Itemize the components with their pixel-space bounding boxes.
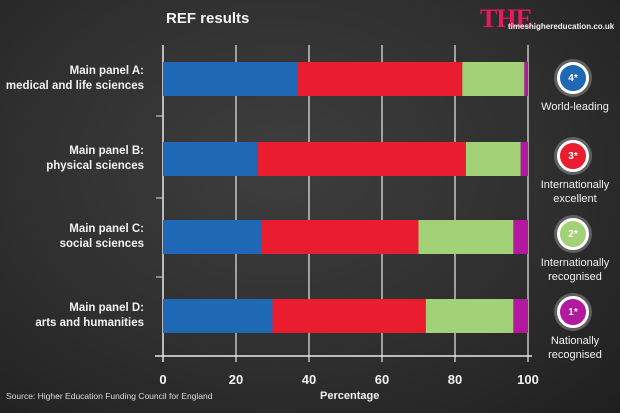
bar-2-1*: [513, 220, 528, 254]
the-logo: THE: [480, 4, 533, 33]
category-line2: physical sciences: [46, 160, 144, 172]
x-tick-label: 0: [159, 372, 167, 387]
category-line2: medical and life sciences: [5, 80, 144, 92]
x-tick-label: 40: [301, 372, 317, 387]
bar-2-3*: [261, 220, 419, 254]
bar-1-4*: [163, 142, 258, 176]
category-label: Main panel B: physical sciences: [0, 144, 144, 174]
bar-0-3*: [298, 62, 463, 96]
legend-label: Nationally recognised: [548, 335, 602, 361]
legend-badge-icon: 3*: [557, 140, 589, 172]
bar-3-3*: [272, 299, 426, 333]
chart-title: REF results: [166, 10, 250, 27]
category-line1: Main panel A:: [69, 65, 144, 77]
x-tick-label: 80: [447, 372, 463, 387]
bar-0-1*: [524, 62, 528, 96]
x-tick-label: 20: [228, 372, 244, 387]
legend-badge-icon: 2*: [557, 218, 589, 250]
logo-url: timeshighereducation.co.uk: [508, 22, 615, 31]
legend-badge-icon: 4*: [557, 62, 589, 94]
bar-0-2*: [462, 62, 525, 96]
bar-3-4*: [163, 299, 273, 333]
bar-1-1*: [520, 142, 528, 176]
bar-0-4*: [163, 62, 299, 96]
category-label: Main panel A: medical and life sciences: [0, 64, 144, 94]
bar-1-2*: [465, 142, 521, 176]
bar-3-2*: [425, 299, 514, 333]
category-line2: social sciences: [59, 238, 144, 250]
x-axis-label: Percentage: [320, 390, 380, 402]
category-line2: arts and humanities: [35, 317, 144, 329]
category-label: Main panel C: social sciences: [0, 222, 144, 252]
source-note: Source: Higher Education Funding Council…: [6, 391, 213, 401]
legend-label: Internationally excellent: [540, 179, 610, 205]
legend-label: World-leading: [541, 101, 609, 113]
bar-1-3*: [257, 142, 466, 176]
category-line1: Main panel B:: [69, 145, 144, 157]
bar-3-1*: [513, 299, 528, 333]
legend-label: Internationally recognised: [540, 257, 610, 283]
legend-badge-icon: 1*: [557, 296, 589, 328]
x-tick-label: 60: [374, 372, 390, 387]
bar-2-4*: [163, 220, 262, 254]
bar-2-2*: [418, 220, 514, 254]
category-line1: Main panel C:: [69, 223, 144, 235]
category-label: Main panel D: arts and humanities: [0, 301, 144, 331]
x-tick-label: 100: [517, 372, 539, 387]
category-line1: Main panel D:: [69, 302, 144, 314]
